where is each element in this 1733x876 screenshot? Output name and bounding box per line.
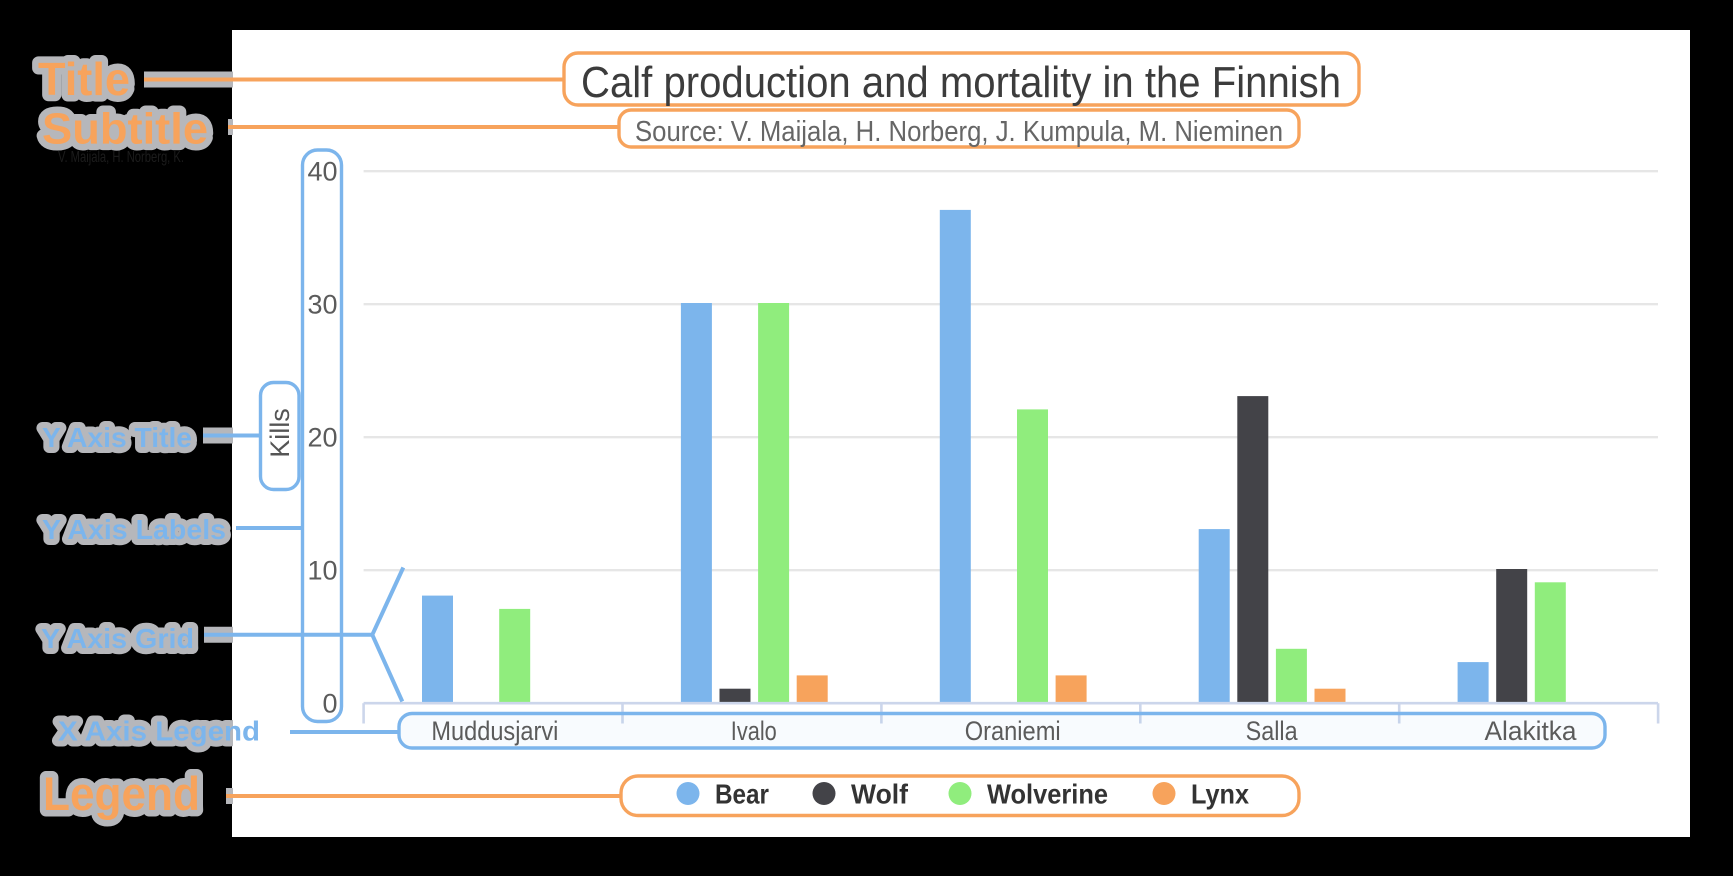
- svg-text:Source: V. Maijala, H. Norberg: Source: V. Maijala, H. Norberg, J. Kumpu…: [635, 116, 1283, 148]
- svg-text:Bear: Bear: [715, 779, 769, 810]
- svg-text:Legend: Legend: [43, 767, 200, 820]
- svg-text:Y Axis Grid: Y Axis Grid: [41, 623, 194, 654]
- svg-text:40: 40: [307, 157, 337, 187]
- svg-text:Y Axis Title: Y Axis Title: [42, 422, 192, 453]
- svg-text:Muddusjarvi: Muddusjarvi: [431, 716, 558, 746]
- svg-text:Salla: Salla: [1246, 716, 1299, 746]
- svg-text:Oraniemi: Oraniemi: [965, 716, 1061, 746]
- svg-text:Kills: Kills: [265, 408, 295, 458]
- svg-text:Y Axis Labels: Y Axis Labels: [42, 514, 226, 545]
- svg-text:Subtitle: Subtitle: [42, 105, 208, 154]
- svg-text:Title: Title: [38, 53, 130, 105]
- svg-text:10: 10: [307, 556, 337, 586]
- svg-text:X Axis Legend: X Axis Legend: [58, 716, 260, 747]
- svg-text:Wolverine: Wolverine: [987, 779, 1108, 810]
- svg-text:Y Axis Grid: Y Axis Grid: [41, 623, 194, 654]
- svg-text:X Axis Legend: X Axis Legend: [58, 716, 260, 747]
- svg-text:Legend: Legend: [43, 767, 200, 820]
- svg-text:20: 20: [307, 423, 337, 453]
- svg-text:Wolf: Wolf: [851, 779, 909, 810]
- svg-text:Calf production and mortality: Calf production and mortality in the Fin…: [581, 58, 1341, 107]
- svg-text:Title: Title: [38, 53, 130, 105]
- svg-text:30: 30: [307, 290, 337, 320]
- svg-text:Lynx: Lynx: [1191, 779, 1249, 810]
- svg-text:Subtitle: Subtitle: [42, 105, 208, 154]
- svg-text:Alakitka: Alakitka: [1485, 716, 1578, 746]
- svg-text:Y Axis Labels: Y Axis Labels: [42, 514, 226, 545]
- svg-text:0: 0: [322, 689, 337, 719]
- svg-text:Y Axis Title: Y Axis Title: [42, 422, 192, 453]
- svg-text:Ivalo: Ivalo: [731, 716, 777, 746]
- svg-text:V. Maijala, H. Norberg, K.: V. Maijala, H. Norberg, K.: [58, 149, 184, 166]
